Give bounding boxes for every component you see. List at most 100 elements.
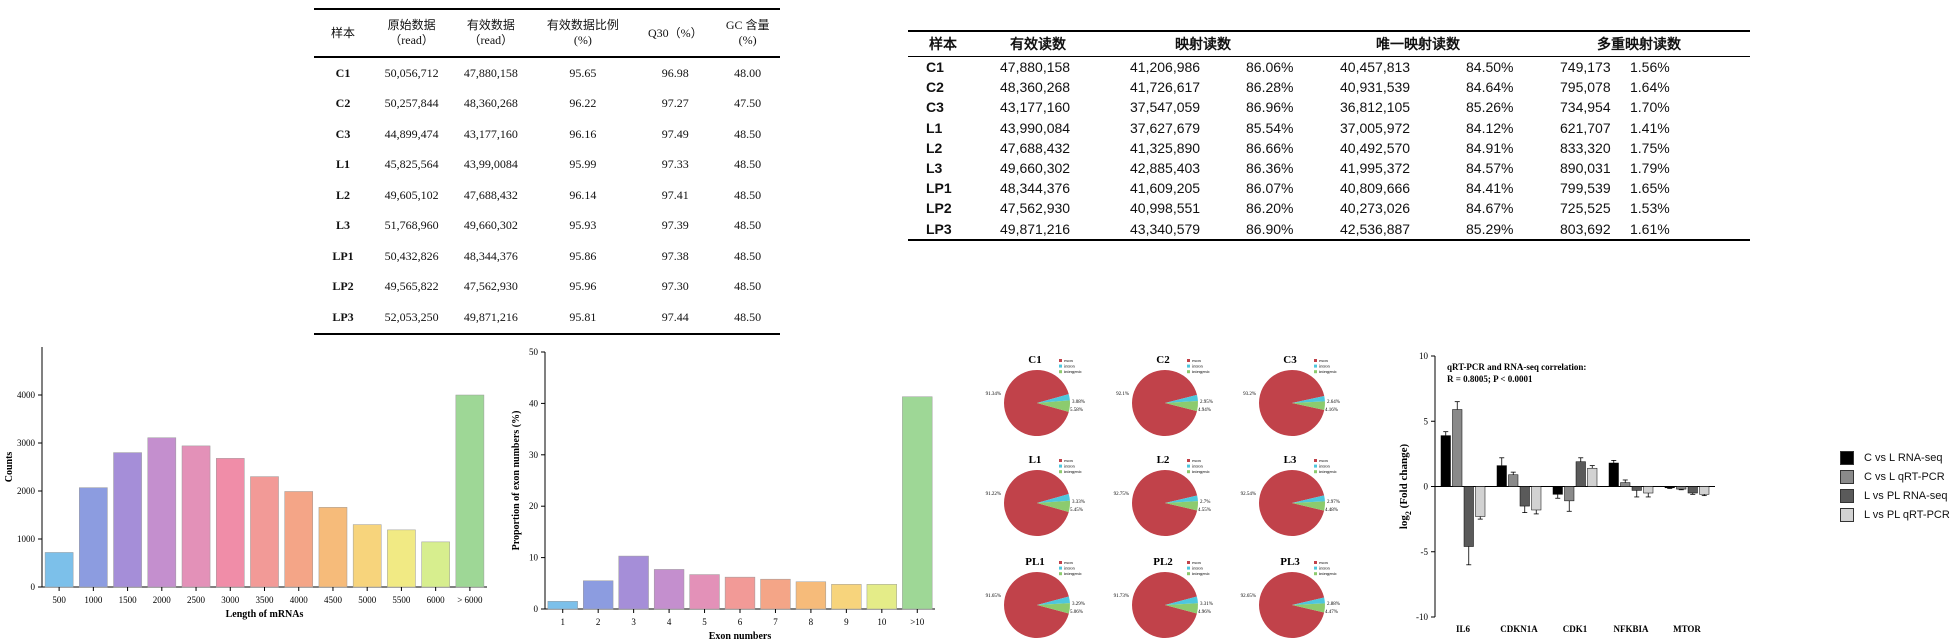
- pie-slice: [1037, 603, 1070, 614]
- table-row: C3 43,177,160 37,547,059 86.96% 36,812,105 85…: [908, 97, 1750, 117]
- x-tick-label: 3000: [221, 595, 240, 605]
- x-tick-label: 8: [809, 617, 814, 627]
- table-cell: 48,344,376: [1000, 180, 1071, 197]
- table1-header-line: （read）: [389, 33, 434, 47]
- table-cell: 51,768,960: [384, 218, 439, 233]
- table-cell: 48.50: [734, 279, 762, 294]
- x-tick-label: 5000: [358, 595, 377, 605]
- table-cell: 803,692: [1560, 220, 1611, 237]
- table-cell: 40,457,813: [1340, 59, 1411, 76]
- bar: [724, 576, 756, 610]
- pie-legend-label: intergenic: [1319, 571, 1337, 576]
- table2-header-row: 样本 有效读数 映射读数 唯一映射读数 多重映射读数: [908, 31, 1750, 57]
- pie-legend-swatch: [1314, 572, 1317, 576]
- pie-slice: [1292, 597, 1325, 605]
- table1-header-line: GC 含量: [725, 18, 770, 32]
- legend-label: L vs PL qRT-PCR: [1864, 508, 1950, 521]
- mapping-stats-table: 样本 有效读数 映射读数 唯一映射读数 多重映射读数 C1 47,880,158 4…: [908, 30, 1750, 241]
- pie-legend-swatch: [1314, 470, 1317, 474]
- pie-label: 91.22%: [986, 492, 1001, 497]
- pie-legend-label: intergenic: [1064, 469, 1082, 474]
- bar: [547, 601, 578, 610]
- table-cell: 84.67%: [1466, 200, 1514, 217]
- bar: [1631, 486, 1642, 491]
- table-cell: 49,565,822: [384, 279, 439, 294]
- pie-label: 3.29%: [1072, 602, 1085, 607]
- table-cell: 44,899,474: [384, 126, 439, 141]
- pie-label: 4.47%: [1325, 610, 1338, 615]
- table-cell: 1.61%: [1630, 220, 1670, 237]
- pie-title: L1: [1029, 454, 1042, 466]
- table-cell: LP2: [926, 200, 952, 217]
- table-cell: LP1: [332, 248, 354, 263]
- pie-slice: [1004, 370, 1069, 436]
- table-cell: 49,660,302: [1000, 160, 1071, 177]
- y-tick-label: 10: [1419, 351, 1429, 361]
- legend-label: L vs PL RNA-seq: [1864, 489, 1948, 502]
- table-cell: LP3: [926, 220, 952, 237]
- pie-slice: [1132, 370, 1197, 436]
- x-tick-label: 6: [738, 617, 743, 627]
- table-row: C2 48,360,268 41,726,617 86.28% 40,931,539 84…: [908, 77, 1750, 97]
- pie-label: 5.06%: [1070, 610, 1083, 615]
- bar: [1519, 486, 1530, 507]
- pie-legend-label: exon: [1319, 358, 1328, 363]
- y-tick-label: 50: [529, 347, 539, 357]
- bar: [760, 578, 791, 610]
- pie-slice: [1259, 470, 1325, 536]
- pie-slice: [1132, 470, 1198, 536]
- pie-legend-swatch: [1314, 364, 1317, 368]
- pie-slice: [1292, 501, 1325, 511]
- pie-legend-label: exon: [1319, 560, 1328, 565]
- legend-item: L vs PL RNA-seq: [1840, 486, 1958, 505]
- table-cell: 86.96%: [1246, 99, 1294, 116]
- read-stats-table: 样本 原始数据 （read） 有效数据 （read） 有效数据比例 (%) Q30（%） GC …: [314, 8, 780, 335]
- table-cell: 97.41: [661, 187, 689, 202]
- bar: [866, 584, 897, 610]
- y-tick-label: 20: [529, 501, 539, 511]
- table1-header-row: 样本 原始数据 （read） 有效数据 （read） 有效数据比例 (%) Q30（%） GC …: [314, 9, 780, 57]
- pie-legend-label: exon: [1192, 358, 1201, 363]
- table-cell: 40,809,666: [1340, 180, 1411, 197]
- table-cell: 48.50: [734, 309, 762, 324]
- table-cell: 84.57%: [1466, 160, 1514, 177]
- x-tick-label: > 6000: [457, 595, 483, 605]
- y-tick-label: 40: [529, 398, 539, 408]
- pie-label: 91.73%: [1114, 594, 1129, 599]
- y-axis-label: Proportion of exon numbers (%): [511, 411, 522, 551]
- bar: [1643, 486, 1654, 494]
- pie-legend-swatch: [1187, 364, 1190, 368]
- x-tick-label: 2500: [187, 595, 206, 605]
- y-tick-label: 30: [529, 450, 539, 460]
- legend-item: C vs L qRT-PCR: [1840, 467, 1958, 486]
- bar: [653, 569, 685, 610]
- bar: [831, 584, 862, 610]
- bar: [1475, 486, 1486, 517]
- table-cell: 48.00: [734, 65, 762, 80]
- pie-legend-label: exon: [1064, 458, 1073, 463]
- pie-slice: [1259, 572, 1325, 638]
- table2-header-valid: 有效读数: [1010, 36, 1066, 52]
- table-row: C1 47,880,158 41,206,986 86.06% 40,457,813 84…: [908, 57, 1750, 78]
- pie-label: 4.55%: [1198, 508, 1211, 513]
- x-tick-label: 6000: [427, 595, 446, 605]
- bar: [902, 396, 933, 610]
- bar: [181, 445, 211, 588]
- table-cell: 85.54%: [1246, 119, 1294, 136]
- table-cell: 86.28%: [1246, 79, 1294, 96]
- table1-header-line: (%): [738, 33, 757, 47]
- pie-legend-swatch: [1187, 470, 1190, 474]
- x-tick-label: 1: [560, 617, 565, 627]
- table-cell: 86.36%: [1246, 160, 1294, 177]
- bar: [1608, 462, 1619, 487]
- pie-legend-swatch: [1059, 470, 1062, 474]
- table-cell: 40,492,570: [1340, 139, 1411, 156]
- pie-slice: [1165, 596, 1198, 605]
- table-row: L1 45,825,564 43,99,0084 95.99 97.33 48.50: [314, 150, 780, 181]
- table-cell: 86.66%: [1246, 139, 1294, 156]
- pie-legend-swatch: [1059, 459, 1062, 462]
- table-cell: 49,660,302: [463, 218, 518, 233]
- pie-legend-label: intergenic: [1064, 571, 1082, 576]
- table-cell: 43,177,160: [1000, 99, 1071, 116]
